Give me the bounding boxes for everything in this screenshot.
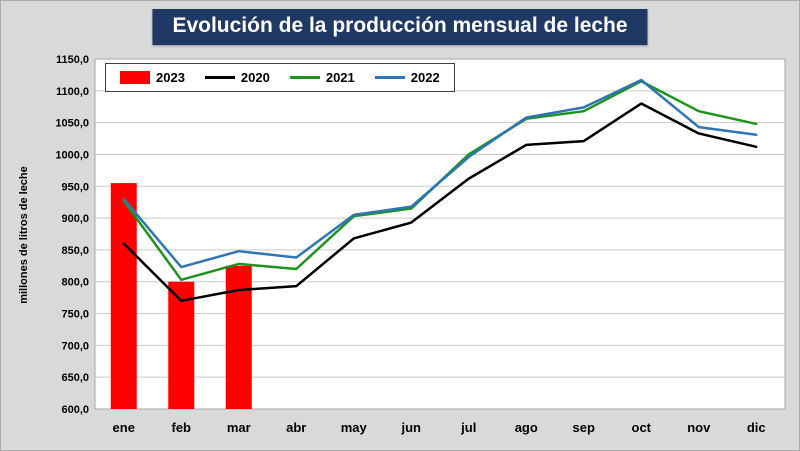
line-2022 <box>122 78 758 269</box>
x-tick-label: sep <box>573 420 595 435</box>
y-tick-label: 800,0 <box>61 277 89 289</box>
bar-2023-feb <box>168 281 195 409</box>
legend-label-2020: 2020 <box>240 70 270 85</box>
line-2020 <box>122 102 758 303</box>
chart-plot: 600,0 650,0 700,0 750,0 800,0 850,0 900,0 950,0… <box>55 54 786 435</box>
chart-title: Evolución de la producción mensual de le… <box>152 9 648 45</box>
legend-swatch-2023 <box>120 71 150 84</box>
y-tick-label: 900,0 <box>61 213 89 225</box>
legend-swatch-2022 <box>374 76 405 79</box>
y-tick-label: 1050,0 <box>55 118 89 130</box>
x-tick-label: feb <box>172 420 192 435</box>
y-tick-label: 1150,0 <box>56 54 89 66</box>
x-tick-label: ene <box>113 420 135 435</box>
x-tick-label: mar <box>227 420 251 435</box>
y-tick-label: 700,0 <box>61 340 89 352</box>
legend-label-2022: 2022 <box>410 70 440 85</box>
legend: 2023 2020 2021 2022 <box>105 63 455 92</box>
y-tick-label: 600,0 <box>61 404 89 416</box>
x-tick-label: may <box>341 420 368 435</box>
legend-item-2023: 2023 <box>120 70 185 85</box>
legend-label-2021: 2021 <box>325 70 355 85</box>
legend-item-2021: 2021 <box>289 70 355 85</box>
legend-item-2020: 2020 <box>204 70 270 85</box>
y-tick-label: 650,0 <box>61 372 89 384</box>
y-tick-label: 1100,0 <box>56 86 89 98</box>
legend-label-2023: 2023 <box>156 70 185 85</box>
y-axis-title: millones de litros de leche <box>18 166 30 304</box>
y-tick-label: 850,0 <box>61 245 89 257</box>
legend-swatch-2021 <box>289 76 320 79</box>
x-tick-label: nov <box>687 420 711 435</box>
x-tick-label: dic <box>747 420 766 435</box>
y-tick-label: 1000,0 <box>55 149 89 161</box>
y-tick-label: 950,0 <box>61 181 89 193</box>
x-tick-label: ago <box>515 420 538 435</box>
x-tick-label: jul <box>460 420 476 435</box>
x-tick-label: abr <box>286 420 306 435</box>
legend-item-2022: 2022 <box>374 70 440 85</box>
x-tick-label: oct <box>632 420 652 435</box>
y-tick-label: 750,0 <box>61 309 89 321</box>
legend-swatch-2020 <box>204 76 235 79</box>
bar-2023-ene <box>110 183 137 409</box>
x-tick-label: jun <box>401 420 422 435</box>
bar-2023-mar <box>225 265 252 409</box>
